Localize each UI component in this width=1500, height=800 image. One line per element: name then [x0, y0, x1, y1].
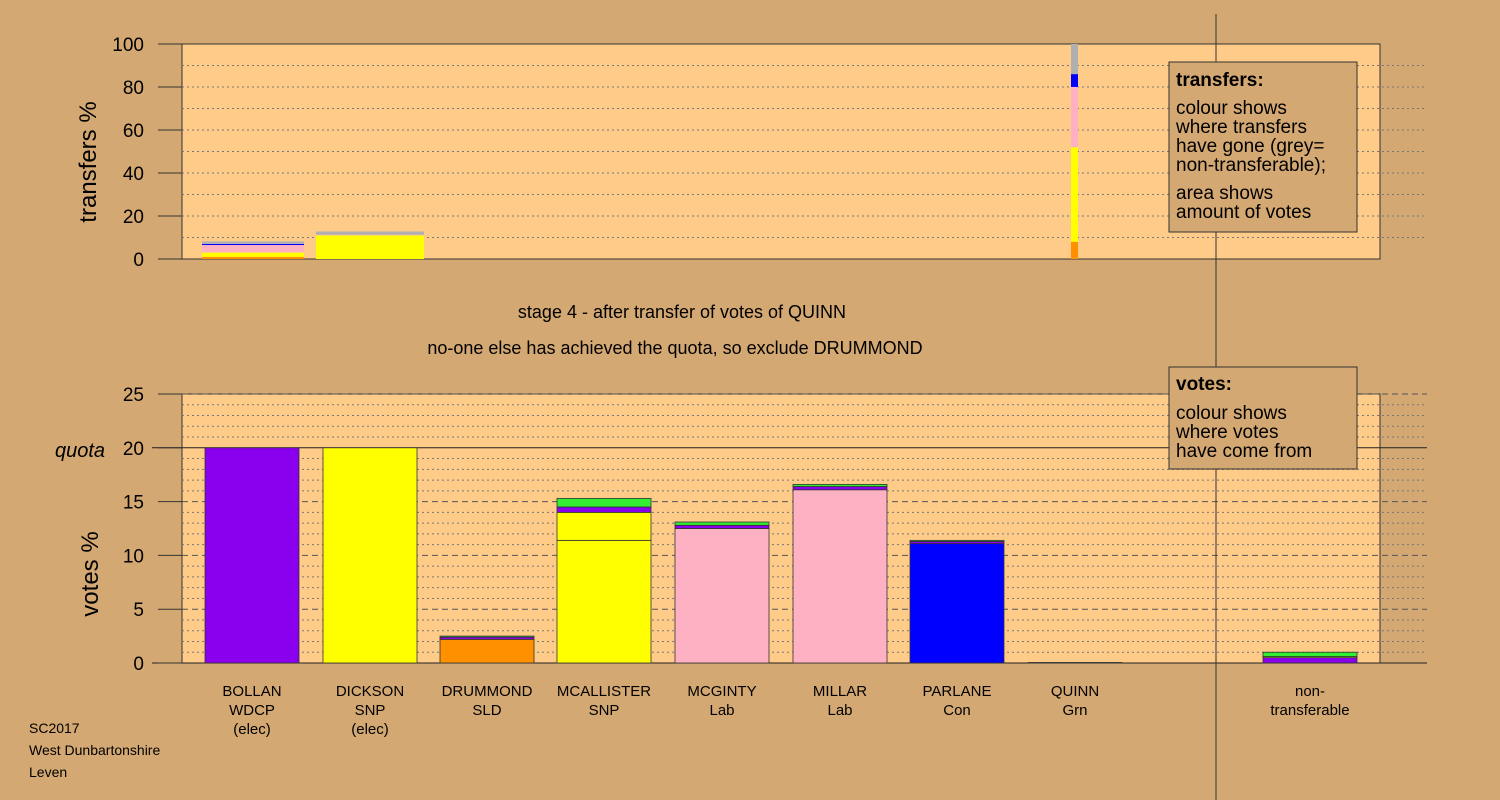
- transfer-segment: [202, 256, 304, 259]
- y-tick-label: 10: [123, 546, 144, 567]
- y-tick-label: 20: [123, 439, 144, 460]
- transfer-segment: [1071, 74, 1078, 87]
- candidate-labels: BOLLAN WDCP (elec) DICKSON SNP (elec) DRUMMOND…: [222, 683, 1349, 738]
- y-tick-label: 5: [133, 600, 144, 621]
- vote-segment: [1262, 657, 1358, 664]
- candidate-label: QUINN: [1051, 683, 1099, 700]
- vote-segment: [439, 638, 535, 664]
- votes-y-ticks: 0 5 10 15 20 25: [123, 385, 182, 675]
- transfer-segment: [1071, 147, 1078, 242]
- candidate-label: SLD: [472, 702, 501, 719]
- candidate-label: (elec): [351, 721, 389, 738]
- transfer-segment: [316, 231, 424, 235]
- candidate-label: MILLAR: [813, 683, 867, 700]
- transfer-segment: [202, 245, 304, 249]
- vote-segment: [1262, 651, 1358, 657]
- footer-election: SC2017: [29, 720, 80, 736]
- transfers-legend-line: area shows: [1176, 183, 1273, 204]
- votes-legend: votes: colour shows where votes have com…: [1168, 366, 1358, 470]
- y-tick-label: 20: [123, 207, 144, 228]
- votes-bars: [204, 447, 1358, 664]
- quota-label: quota: [55, 440, 105, 462]
- y-tick-label: 100: [112, 35, 144, 56]
- transfers-bars: [202, 44, 1078, 259]
- candidate-label: DRUMMOND: [442, 683, 533, 700]
- candidate-label: (elec): [233, 721, 271, 738]
- candidate-label: WDCP: [229, 702, 275, 719]
- candidate-label: Grn: [1062, 702, 1087, 719]
- vote-segment: [674, 524, 770, 529]
- transfers-legend-line: where transfers: [1175, 117, 1307, 138]
- candidate-label: non-: [1295, 683, 1325, 700]
- vote-segment: [556, 497, 652, 508]
- votes-y-label: votes %: [77, 531, 104, 616]
- vote-segment: [1027, 662, 1123, 664]
- vote-segment: [204, 447, 300, 664]
- transfers-legend-line: amount of votes: [1176, 202, 1311, 223]
- candidate-label: DICKSON: [336, 683, 404, 700]
- transfers-legend-line: colour shows: [1176, 98, 1287, 119]
- transfer-segment: [202, 248, 304, 253]
- vote-segment: [909, 543, 1005, 664]
- transfer-segment: [202, 241, 304, 244]
- vote-segment: [792, 489, 888, 664]
- y-tick-label: 0: [133, 250, 144, 271]
- vote-segment: [674, 528, 770, 664]
- votes-legend-line: have come from: [1176, 441, 1312, 462]
- footer-ward: Leven: [29, 764, 67, 780]
- candidate-label: SNP: [355, 702, 386, 719]
- y-tick-label: 40: [123, 164, 144, 185]
- transfers-legend-line: have gone (grey=: [1176, 136, 1324, 157]
- transfer-segment: [316, 235, 424, 259]
- footer-council: West Dunbartonshire: [29, 742, 160, 758]
- votes-legend-line: colour shows: [1176, 403, 1287, 424]
- candidate-label: MCGINTY: [687, 683, 756, 700]
- vote-segment: [792, 486, 888, 491]
- candidate-label: transferable: [1270, 702, 1349, 719]
- transfers-y-label: transfers %: [75, 101, 102, 222]
- y-tick-label: 0: [133, 654, 144, 675]
- transfers-legend: transfers: colour shows where transfers …: [1168, 61, 1358, 233]
- transfers-legend-line: non-transferable);: [1176, 155, 1326, 176]
- y-tick-label: 80: [123, 78, 144, 99]
- vote-segment: [322, 447, 418, 664]
- candidate-label: Lab: [709, 702, 734, 719]
- stage-line-2: no-one else has achieved the quota, so e…: [427, 338, 922, 358]
- candidate-label: SNP: [589, 702, 620, 719]
- vote-segment: [556, 511, 652, 541]
- vote-segment: [556, 506, 652, 513]
- transfer-segment: [1071, 87, 1078, 126]
- transfer-segment: [1071, 241, 1078, 259]
- candidate-label: Con: [943, 702, 971, 719]
- vote-segment: [674, 521, 770, 526]
- votes-legend-title: votes:: [1176, 374, 1232, 395]
- y-tick-label: 60: [123, 121, 144, 142]
- transfer-segment: [202, 252, 304, 257]
- y-tick-label: 15: [123, 493, 144, 514]
- transfer-segment: [202, 243, 304, 246]
- transfers-legend-title: transfers:: [1176, 70, 1264, 91]
- candidate-label: MCALLISTER: [557, 683, 651, 700]
- transfers-y-ticks: 0 20 40 60 80 100: [112, 35, 182, 271]
- vote-segment: [909, 539, 1005, 542]
- stage-line-1: stage 4 - after transfer of votes of QUI…: [518, 302, 846, 322]
- transfer-segment: [1071, 125, 1078, 148]
- vote-segment: [439, 635, 535, 638]
- candidate-label: BOLLAN: [222, 683, 281, 700]
- candidate-label: PARLANE: [923, 683, 992, 700]
- transfer-segment: [1071, 44, 1078, 75]
- votes-legend-line: where votes: [1175, 422, 1278, 443]
- vote-segment: [556, 539, 652, 664]
- vote-segment: [792, 483, 888, 487]
- transfer-segment: [316, 234, 424, 236]
- candidate-label: Lab: [827, 702, 852, 719]
- y-tick-label: 25: [123, 385, 144, 406]
